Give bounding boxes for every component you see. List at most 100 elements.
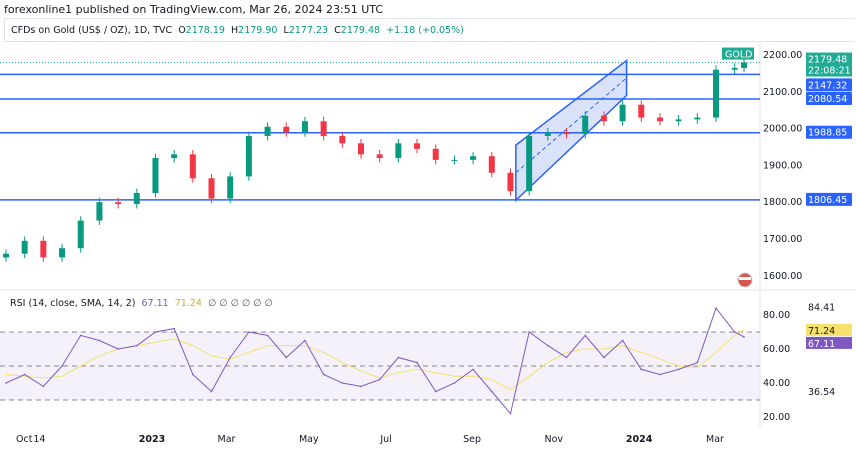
rsi-point [42,385,45,388]
rsi-point [79,334,82,337]
candle-body [301,121,308,133]
time-tick: 2024 [626,434,653,445]
rsi-point [603,356,605,359]
level-label: 2147.32 [808,80,847,91]
candle-body [133,193,140,205]
candle-body [675,119,682,122]
rsi-point [621,339,624,342]
candle-body [451,159,458,161]
candle-body [227,176,234,199]
rsi-point [490,390,493,393]
time-tick: Mar [218,434,236,445]
candle-body [656,117,663,122]
rsi-point [640,368,643,371]
candle-body [526,135,533,192]
level-label-bg [806,78,852,92]
rsi-point [248,331,250,333]
level-label: 1988.85 [808,128,847,139]
candle-body [619,104,626,122]
publish-info: forexonline1 published on TradingView.co… [4,3,384,16]
candle-body [507,172,514,192]
candle-body [245,135,252,177]
price-tick: 2000.00 [763,124,802,135]
rsi-point [472,368,474,371]
high-label: H [231,25,239,36]
channel-midline [515,77,627,174]
candle-body [283,126,290,133]
candle-body [376,154,383,159]
rsi-point [715,307,717,310]
close-label: C [334,25,341,36]
symbol-name[interactable]: CFDs on Gold (US$ / OZ), 1D, TVC [11,25,173,36]
open-label: O [178,25,186,36]
candle-body [77,220,84,249]
rsi-tick: 60.00 [763,344,790,355]
rsi-point [378,378,381,381]
rsi-point [117,348,119,350]
candle-body [21,240,28,254]
rsi-point [285,356,288,359]
candle-body [563,132,570,135]
last-price-bg [806,52,852,77]
candle-body [320,121,327,136]
high-value: 2179.90 [238,25,278,36]
last-price: 2179.48 [808,55,847,66]
rsi-point [565,356,568,359]
symbol-legend: CFDs on Gold (US$ / OZ), 1D, TVC O2178.1… [4,18,854,42]
price-tick: 1800.00 [763,197,802,208]
candle-body [96,202,103,221]
rsi-point [360,385,362,388]
rsi-point [192,373,194,376]
rsi-label: 67.11 [808,339,835,350]
candle-body [582,115,589,135]
rsi-point [509,412,512,415]
candle-body [115,202,122,205]
price-channel [515,59,628,203]
symbol-tag-bg [722,47,754,60]
rsi-value: 67.11 [141,298,169,309]
candle-body [59,248,66,258]
rsi-legend: RSI (14, close, SMA, 14, 2) 67.11 71.24 … [10,298,273,309]
level-label: 1806.45 [808,195,847,206]
candle-body [339,135,346,144]
candle-body [488,156,495,173]
candle-body [741,62,748,68]
time-tick: Oct [16,434,33,445]
level-label: 2080.54 [808,94,847,105]
rsi-point [434,390,437,393]
rsi-sma-label: 71.24 [808,326,835,337]
rsi-tick: 20.00 [763,412,790,423]
candle-body [414,143,421,149]
rsi-point [322,373,325,376]
candle-body [713,69,720,118]
candle-body [171,154,178,159]
rsi-point [154,331,157,333]
level-label-bg [806,192,852,206]
rsi-point [229,356,232,359]
time-tick: Sep [463,434,481,445]
candle-body [544,132,551,136]
candle-body [40,240,47,258]
candle-body [189,154,196,179]
price-tick: 1700.00 [763,234,802,245]
rsi-point [5,382,7,384]
candle-body [432,148,439,160]
rsi-point [743,336,745,338]
price-tick: 1600.00 [763,271,802,282]
candle-body [208,178,215,199]
symbol-tag: GOLD [725,50,752,61]
candle-body [2,253,9,258]
bar-countdown: 22:08:21 [808,66,851,77]
rsi-tick: 84.41 [808,303,835,314]
rsi-label[interactable]: RSI (14, close, SMA, 14, 2) [10,298,136,309]
candle-body [638,104,645,118]
rsi-point [659,373,661,376]
price-tick: 2100.00 [763,87,802,98]
rsi-point [23,373,26,376]
price-tick: 1900.00 [763,160,802,171]
rsi-point [341,382,344,384]
rsi-point [677,368,680,371]
open-value: 2178.19 [185,25,225,36]
low-value: 2177.23 [288,25,329,36]
